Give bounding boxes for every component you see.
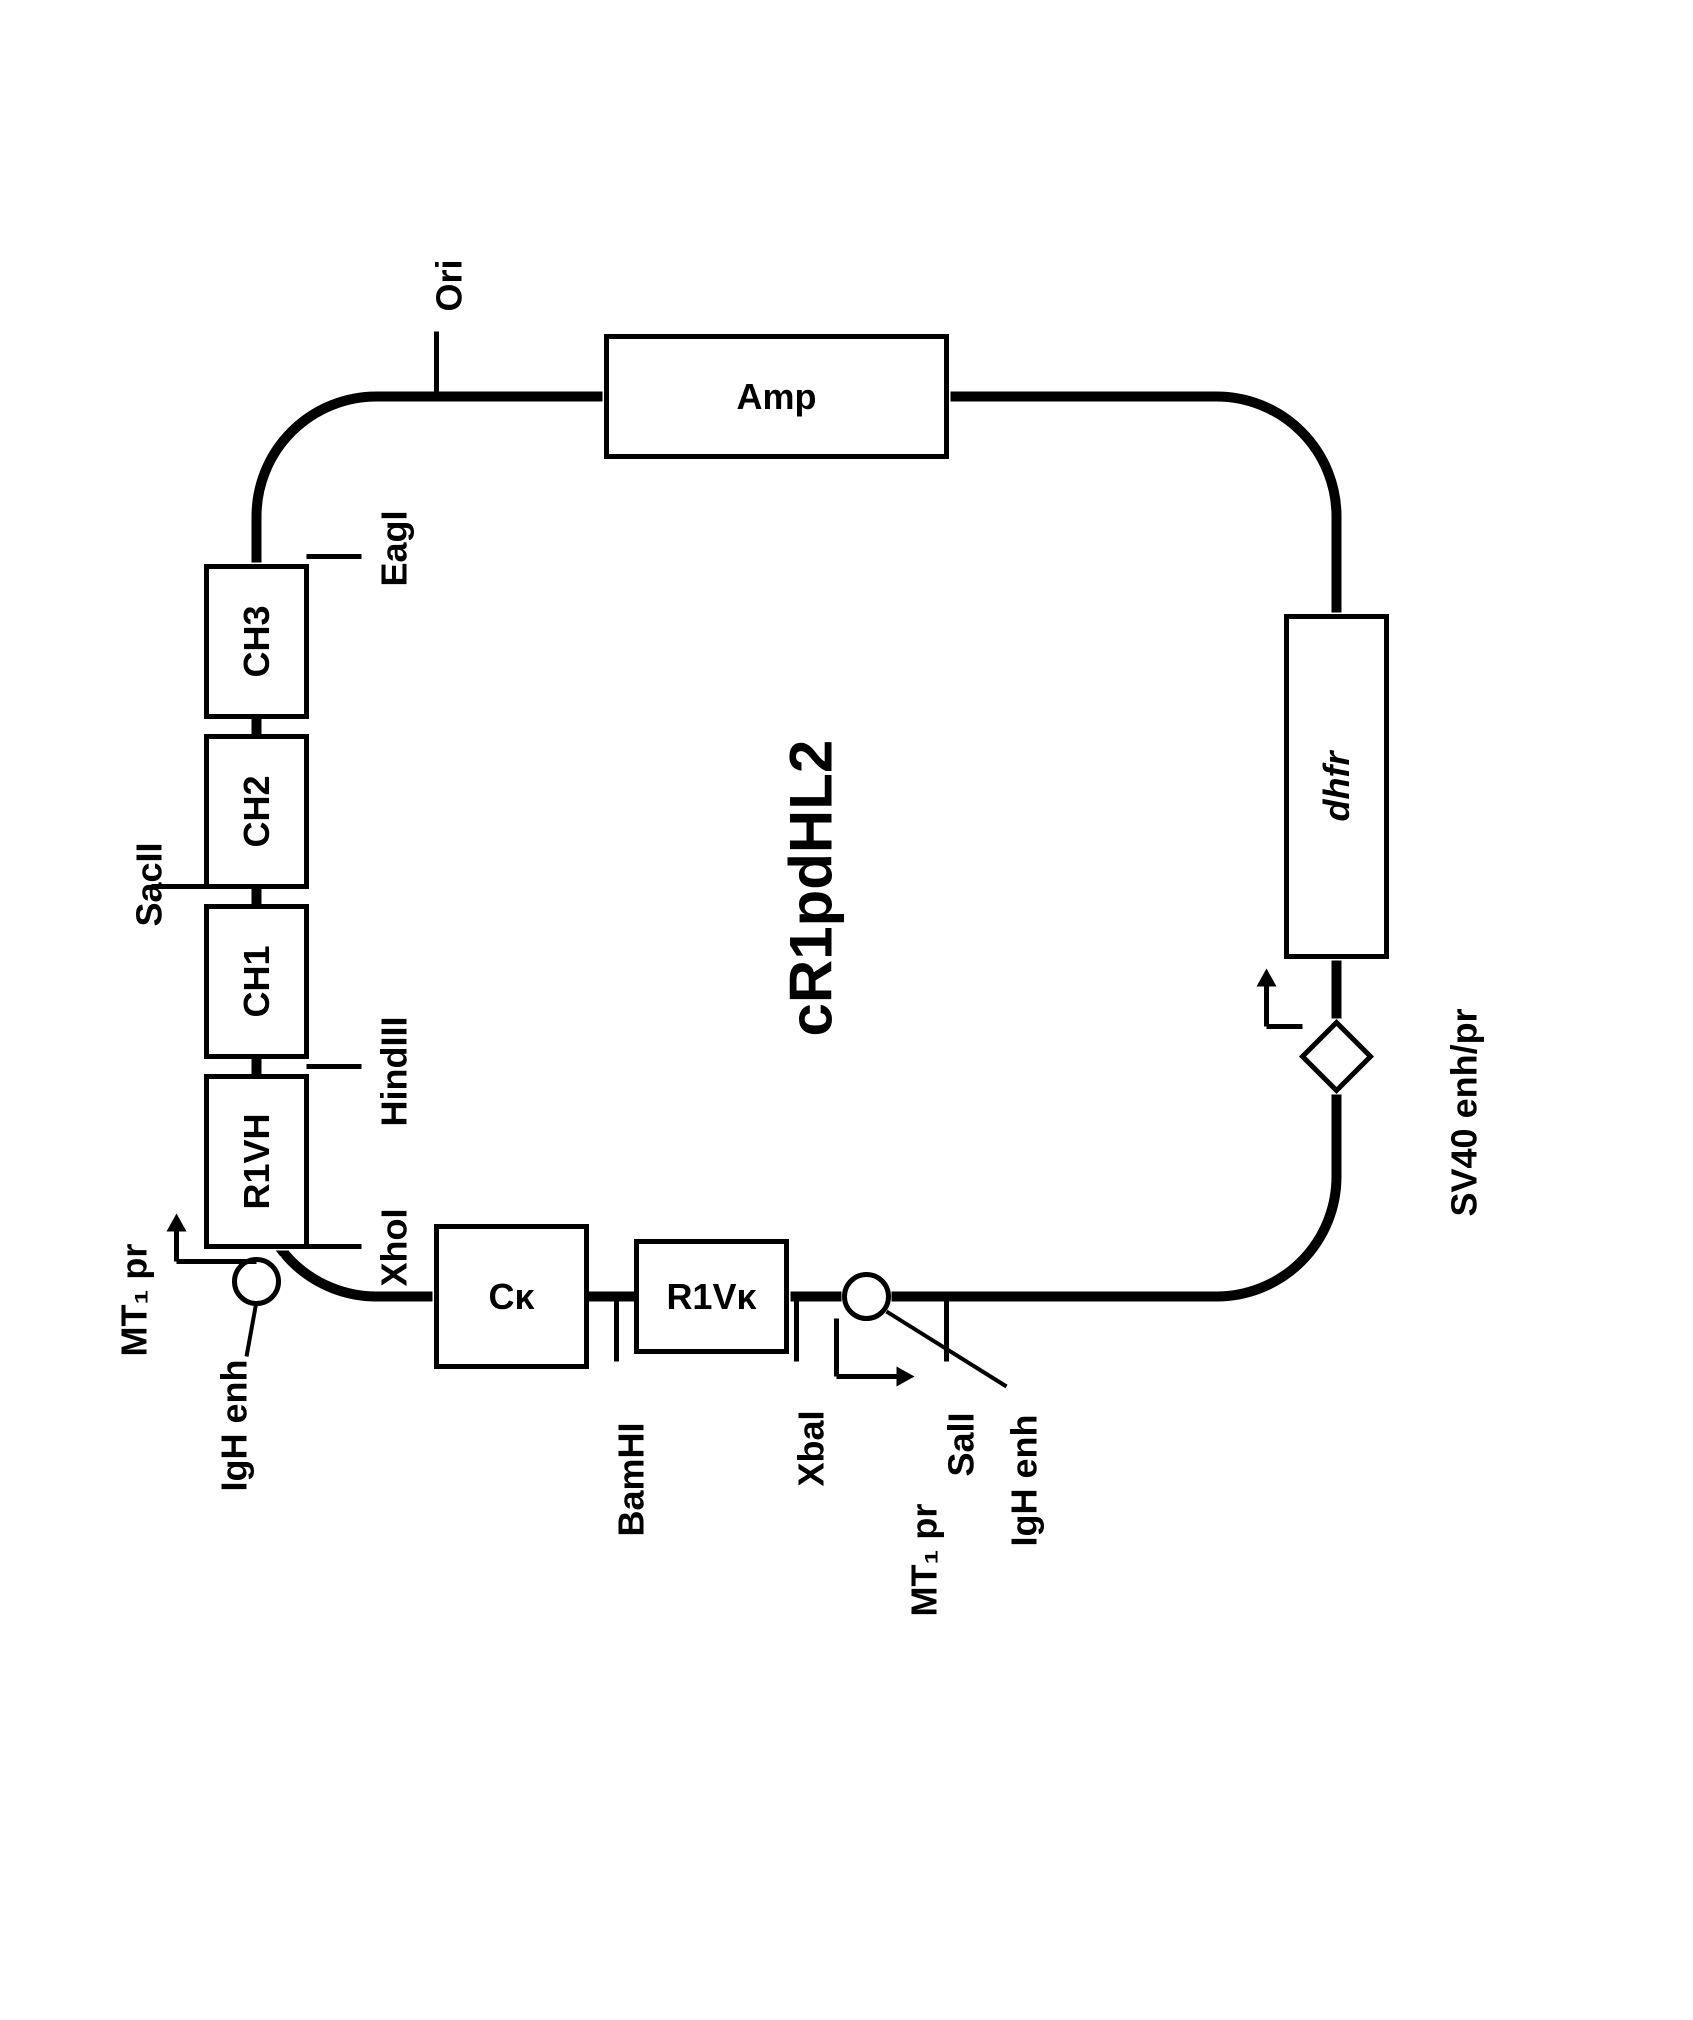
- box-label-amp: Amp: [737, 376, 817, 417]
- site-label-eagi: EagI: [374, 510, 416, 586]
- igh-enh-top: [235, 1260, 279, 1304]
- site-label-sali: SalI: [941, 1412, 983, 1476]
- box-label-ck: Cκ: [488, 1276, 535, 1317]
- figure-stage: R1VH CH1 CH2 CH3 Cκ R1Vκ Amp dhfr XhoI HindIII Sa…: [0, 164, 1693, 1857]
- box-label-ch1: CH1: [236, 945, 277, 1017]
- arrowhead: [1257, 969, 1277, 987]
- site-label-xhoi: XhoI: [374, 1209, 416, 1287]
- arrowhead: [167, 1214, 187, 1232]
- label-sv40: SV40 enh/pr: [1444, 1008, 1486, 1216]
- site-label-hindiii: HindIII: [374, 1017, 416, 1127]
- label-mt1pr-top: MT₁ pr: [114, 1244, 156, 1357]
- box-label-ch3: CH3: [236, 605, 277, 677]
- leader-ighenh-top: [247, 1302, 257, 1357]
- box-label-ch2: CH2: [236, 775, 277, 847]
- label-ighenh-left: IgH enh: [1004, 1415, 1046, 1547]
- box-label-r1vh: R1VH: [236, 1113, 277, 1209]
- label-plasmid: cR1pdHL2: [777, 740, 846, 1037]
- box-label-r1vk: R1Vκ: [666, 1276, 757, 1317]
- site-label-bamhi: BamHI: [611, 1422, 653, 1536]
- site-label-sacii: SacII: [129, 842, 171, 926]
- box-label-dhfr: dhfr: [1316, 750, 1357, 822]
- igh-enh-left: [845, 1275, 889, 1319]
- label-ighenh-top: IgH enh: [214, 1360, 256, 1492]
- site-label-ori: Ori: [429, 259, 471, 311]
- label-mt1pr-left: MT₁ pr: [904, 1504, 946, 1617]
- plasmid-svg: R1VH CH1 CH2 CH3 Cκ R1Vκ Amp dhfr: [0, 164, 1693, 1857]
- site-label-xbai: XbaI: [791, 1410, 833, 1486]
- arrowhead: [897, 1367, 915, 1387]
